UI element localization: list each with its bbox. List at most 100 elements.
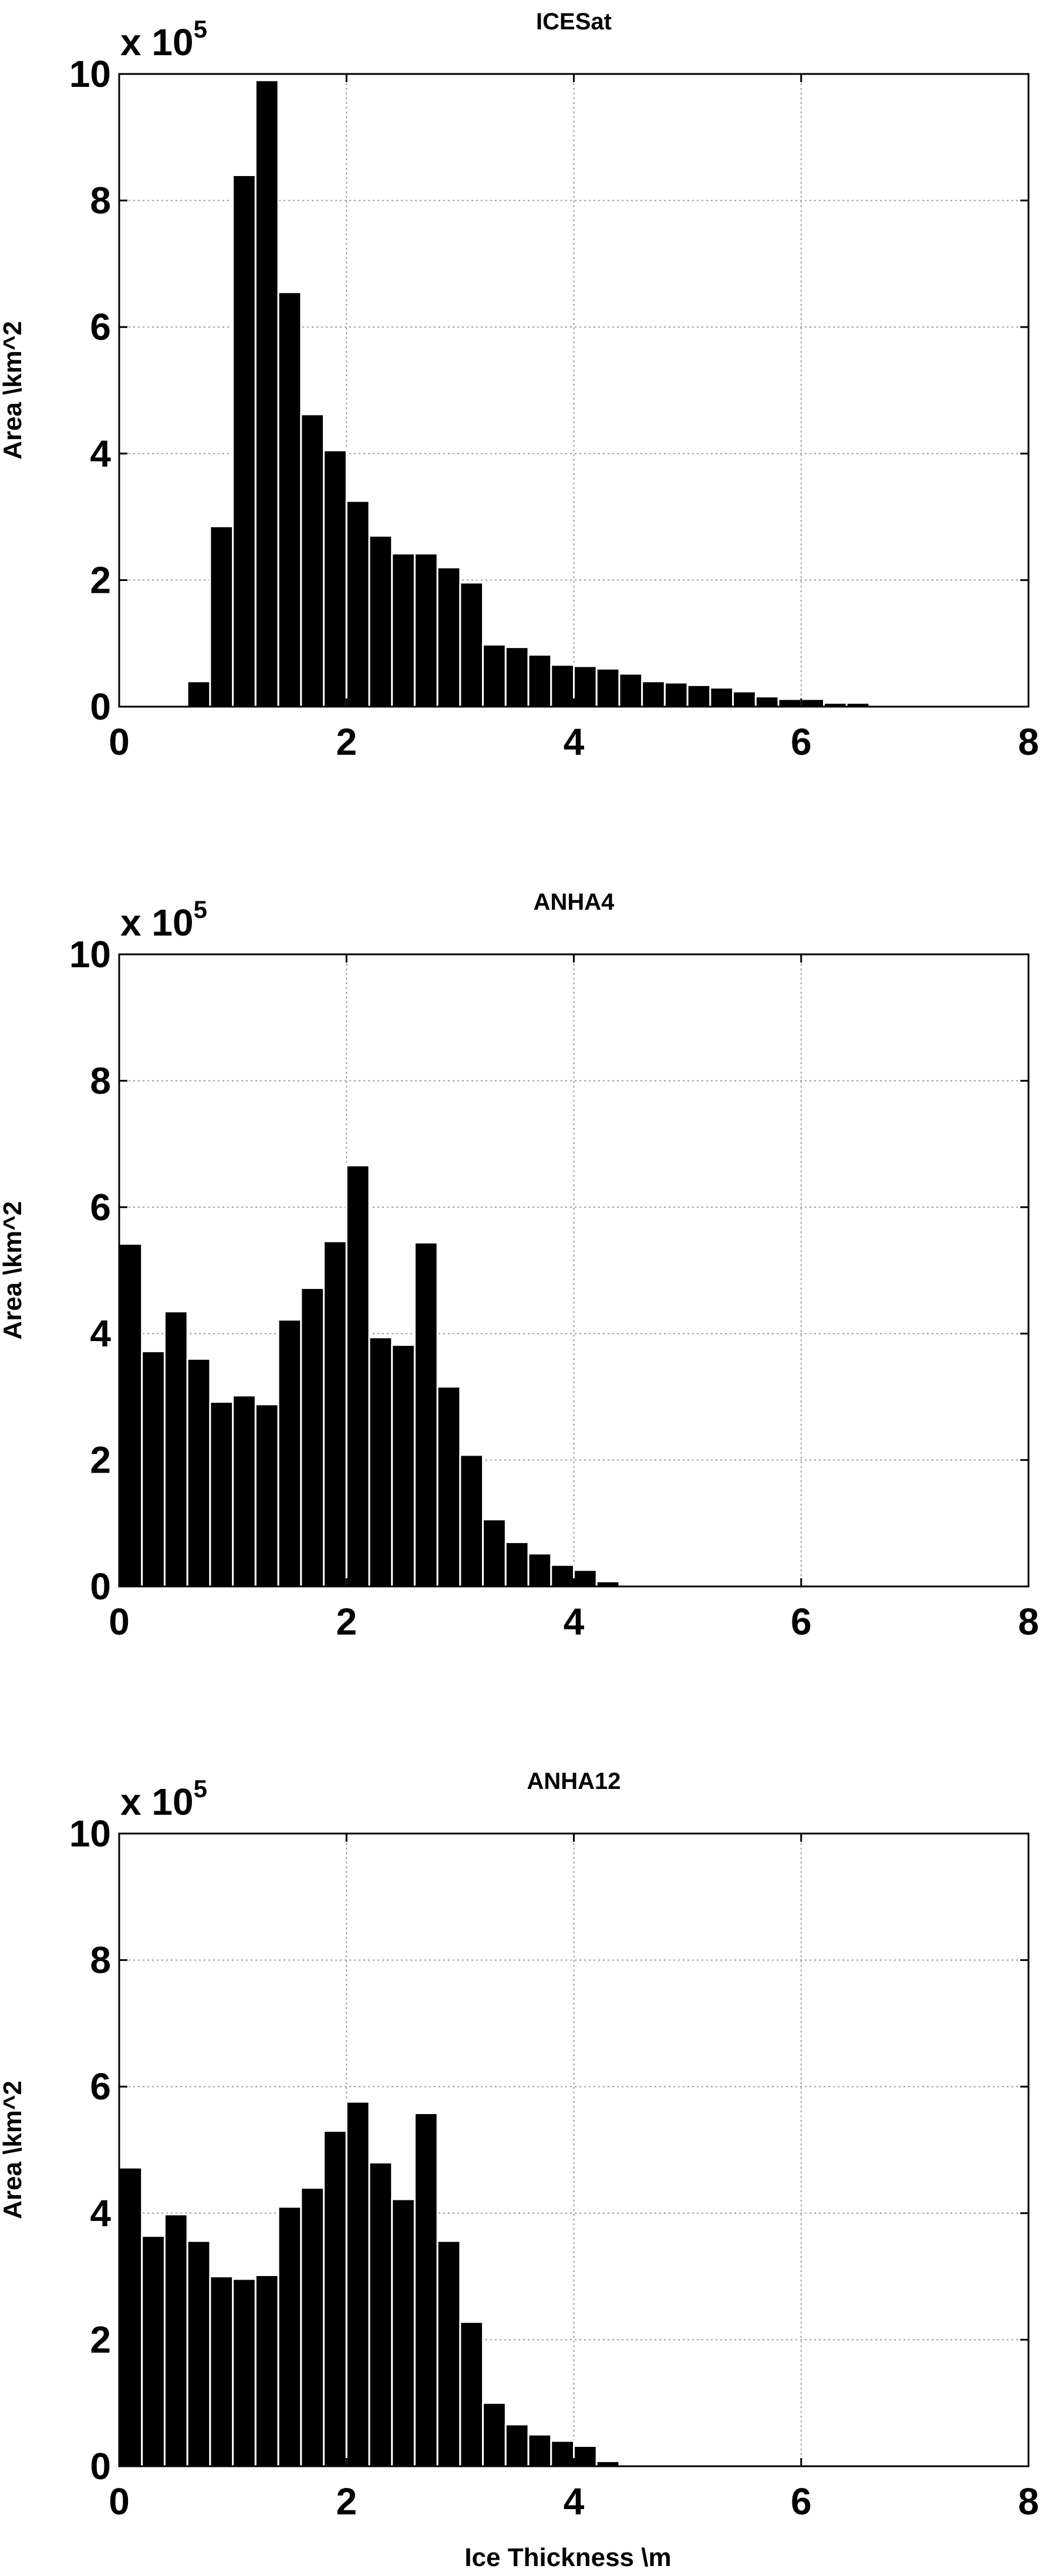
bar [482, 1518, 507, 1588]
y-multiplier-exponent: 5 [194, 1775, 207, 1802]
bar [732, 690, 757, 708]
y-multiplier: x 105 [120, 1775, 207, 1823]
bar [413, 1241, 439, 1588]
chart-title: ICESat [536, 9, 612, 35]
bar [391, 1344, 416, 1588]
x-tick-label: 2 [336, 721, 357, 763]
bar [118, 1243, 143, 1588]
bar [232, 174, 257, 708]
bar [345, 1164, 370, 1588]
x-tick-label: 8 [1018, 2480, 1039, 2523]
bar [323, 2130, 348, 2467]
bar [186, 680, 211, 708]
bar [368, 2162, 393, 2467]
y-tick-label: 4 [90, 433, 111, 475]
bar [459, 1454, 484, 1588]
bar [368, 535, 393, 708]
bar [550, 2440, 575, 2467]
bar [277, 291, 302, 708]
y-multiplier-base: x 10 [120, 902, 194, 944]
bar [413, 552, 439, 708]
bar [436, 1386, 461, 1588]
bar [709, 687, 734, 708]
chart-panel-1: 0 2 4 6 8 0 2 4 6 8 10x 105 ANHA4 Area \km^2 [0, 889, 1039, 1643]
y-tick-label: 6 [90, 1186, 111, 1228]
x-tick-label: 4 [564, 721, 585, 763]
bar [482, 2402, 507, 2467]
bar [527, 2433, 552, 2467]
x-tick-label: 0 [109, 721, 130, 763]
bar [323, 449, 348, 708]
bar [686, 684, 711, 708]
y-multiplier-exponent: 5 [194, 896, 207, 923]
bar [573, 1569, 598, 1588]
y-multiplier-base: x 10 [120, 1781, 194, 1823]
bar [459, 582, 484, 708]
bar [163, 2213, 188, 2467]
bar [391, 552, 416, 708]
y-tick-label: 2 [90, 2318, 111, 2361]
y-axis-label: Area \km^2 [0, 1201, 27, 1339]
bar [777, 698, 802, 708]
bar [754, 696, 780, 708]
y-tick-label: 4 [90, 2192, 111, 2234]
bar [573, 665, 598, 708]
bar [254, 2274, 279, 2467]
y-tick-label: 2 [90, 1439, 111, 1481]
bar [527, 1552, 552, 1588]
bar [254, 79, 279, 708]
x-axis-label: Ice Thickness \m [464, 2543, 671, 2572]
x-tick-label: 0 [109, 2480, 130, 2523]
bar [663, 681, 689, 708]
x-tick-label: 2 [336, 2480, 357, 2523]
y-multiplier-exponent: 5 [194, 15, 207, 43]
bar [391, 2198, 416, 2467]
chart-panel-0: 0 2 4 6 8 0 2 4 6 8 10x 105 ICESat Area \km^2 [0, 9, 1039, 763]
bar [209, 1401, 234, 1588]
x-tick-label: 6 [791, 2480, 812, 2523]
bar [141, 2235, 166, 2467]
bar [504, 2423, 530, 2467]
y-tick-label: 8 [90, 180, 111, 222]
y-tick-label: 8 [90, 1939, 111, 1981]
bar [209, 2275, 234, 2467]
bar [186, 1358, 211, 1588]
y-tick-label: 0 [90, 1565, 111, 1608]
x-tick-label: 4 [564, 2480, 585, 2523]
x-tick-label: 4 [564, 1601, 585, 1643]
y-tick-label: 0 [90, 2445, 111, 2487]
y-tick-label: 2 [90, 559, 111, 601]
bar [300, 1287, 325, 1588]
chart-title: ANHA12 [527, 1768, 621, 1794]
y-tick-label: 6 [90, 2065, 111, 2108]
bar [186, 2240, 211, 2467]
bar [232, 2278, 257, 2467]
x-tick-label: 0 [109, 1601, 130, 1643]
chart-panel-2: 0 2 4 6 8 0 2 4 6 8 10x 105 ANHA12 Area \km^2 Ice Thi… [0, 1768, 1039, 2572]
y-tick-label: 0 [90, 686, 111, 728]
bar [527, 654, 552, 708]
y-tick-label: 10 [69, 933, 111, 975]
y-tick-label: 4 [90, 1312, 111, 1355]
chart-title: ANHA4 [534, 889, 615, 915]
bars [118, 1164, 643, 1588]
bar [641, 680, 666, 708]
bar [345, 500, 370, 708]
bar [436, 566, 461, 708]
x-tick-label: 6 [791, 1601, 812, 1643]
bar [368, 1336, 393, 1588]
bar [504, 646, 530, 708]
y-tick-label: 6 [90, 306, 111, 348]
bar [595, 667, 621, 708]
bar [504, 1541, 530, 1588]
bar [618, 673, 643, 708]
x-tick-label: 8 [1018, 1601, 1039, 1643]
bars [118, 2101, 643, 2467]
x-tick-label: 2 [336, 1601, 357, 1643]
y-tick-label: 10 [69, 53, 111, 95]
bar [459, 2321, 484, 2467]
bar [573, 2445, 598, 2467]
bar [163, 1311, 188, 1588]
y-axis-label: Area \km^2 [0, 2081, 27, 2219]
